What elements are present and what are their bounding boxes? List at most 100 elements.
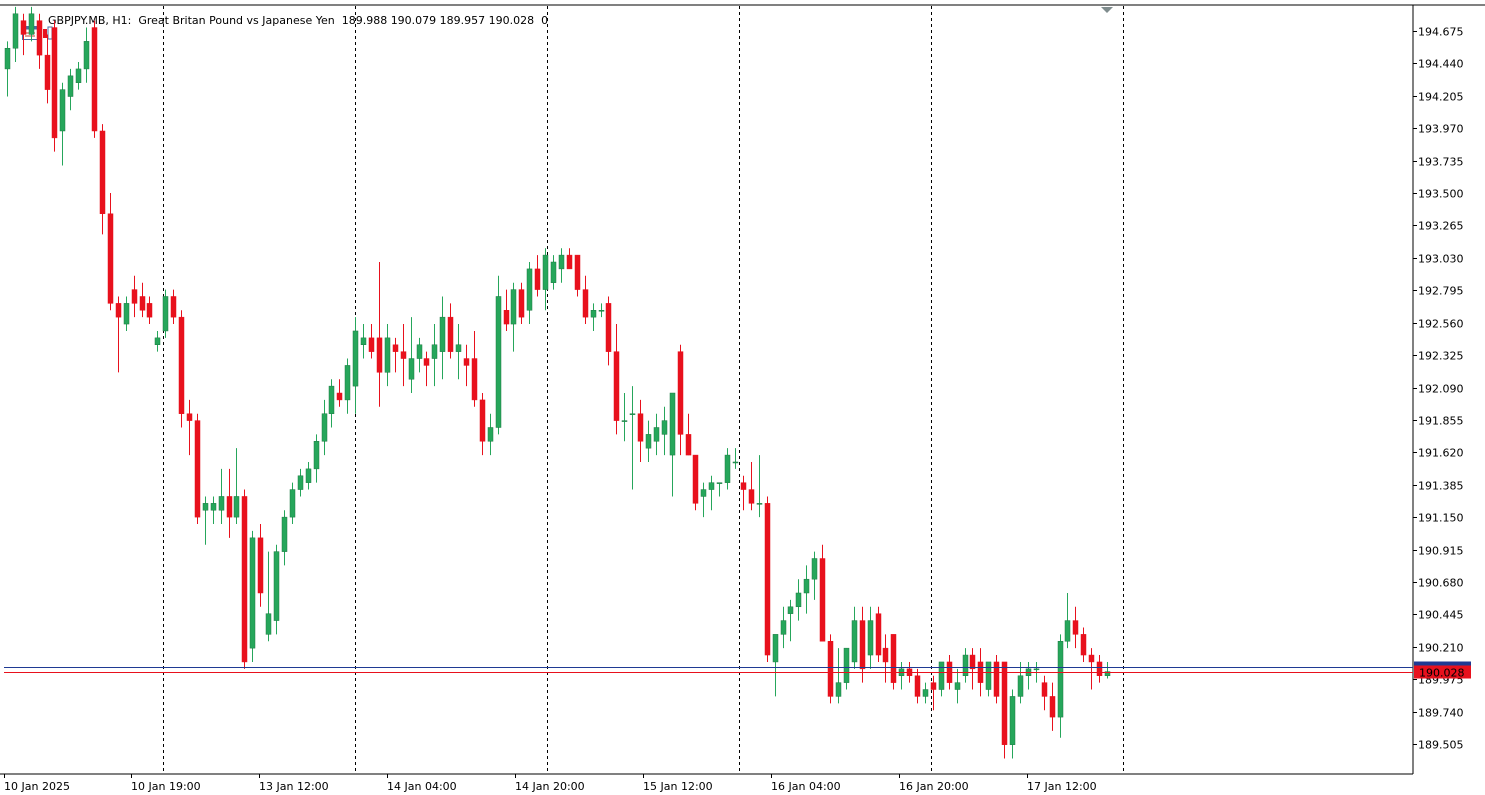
price-tick-label: 193.500 [1418, 188, 1464, 201]
shift-marker[interactable] [1101, 7, 1113, 13]
bear-candle-body [534, 268, 541, 290]
bear-candle-body [146, 303, 153, 318]
bear-candle-body [447, 316, 454, 352]
bear-candle-body [1072, 620, 1079, 635]
bull-candle-body [780, 620, 787, 635]
bull-candle-body [1104, 671, 1111, 676]
bear-candle-body [819, 558, 826, 642]
price-tick-label: 190.680 [1418, 577, 1464, 590]
bear-candle-body [1088, 654, 1095, 663]
bear-candle-body [827, 641, 834, 697]
bear-candle-body [740, 482, 747, 490]
bull-candle-body [154, 337, 161, 345]
bear-candle-body [51, 27, 58, 139]
price-tick-label: 194.675 [1418, 26, 1464, 39]
bear-candle-body [471, 358, 478, 401]
candlestick-series [4, 6, 1111, 759]
bear-candle-body [582, 289, 589, 318]
instrument-description: Great Britan Pound vs Japanese Yen [138, 13, 335, 27]
bear-candle-body [1096, 661, 1103, 676]
bull-candle-body [12, 13, 19, 49]
time-axis[interactable]: 10 Jan 2025 10 Jan 19:00 13 Jan 12:00 14 Ja… [4, 774, 1097, 793]
time-tick-label: 16 Jan 20:00 [899, 780, 969, 793]
bear-candle-body [613, 351, 620, 421]
bear-candle-body [257, 537, 264, 594]
timeframe-label: H1: [112, 13, 132, 27]
bull-candle-body [162, 296, 169, 332]
bull-candle-body [803, 578, 810, 594]
bull-candle-body [328, 385, 335, 414]
price-tick-label: 192.560 [1418, 318, 1464, 331]
price-tick-label: 194.205 [1418, 91, 1464, 104]
bull-candle-body [289, 489, 296, 518]
bull-candle-body [835, 682, 842, 697]
bull-candle-body [700, 489, 707, 497]
bull-candle-body [439, 316, 446, 352]
bull-candle-body [716, 482, 723, 484]
bull-candle-body [313, 441, 320, 470]
price-tick-label: 191.385 [1418, 480, 1464, 493]
bull-candle-body [1064, 620, 1071, 642]
bull-candle-body [281, 516, 288, 552]
bull-candle-body [1017, 675, 1024, 697]
bull-candle-body [708, 482, 715, 490]
bear-candle-body [115, 303, 122, 318]
bull-candle-body [510, 289, 517, 325]
bull-candle-body [59, 89, 66, 132]
bull-candle-body [1057, 641, 1064, 718]
bear-candle-body [764, 503, 771, 656]
price-axis[interactable]: 194.675 194.440 194.205 193.970 193.735 193.5… [1413, 26, 1471, 752]
bull-candle-body [249, 537, 256, 649]
bull-candle-body [265, 613, 272, 635]
bull-candle-body [867, 620, 874, 656]
bear-candle-body [1080, 634, 1087, 656]
bull-candle-body [795, 592, 802, 608]
time-tick-label: 14 Jan 04:00 [387, 780, 457, 793]
bull-candle-body [487, 427, 494, 442]
period-separators [163, 6, 1124, 774]
price-tick-label: 193.265 [1418, 220, 1464, 233]
bull-candle-body [645, 434, 652, 449]
bull-candle-body [851, 620, 858, 663]
bear-candle-body [336, 392, 343, 401]
bull-candle-body [455, 344, 462, 352]
bear-candle-body [859, 620, 866, 670]
header-extra: 0 [541, 13, 549, 27]
bear-candle-body [463, 358, 470, 366]
bear-candle-body [605, 303, 612, 352]
bull-candle-body [756, 503, 763, 505]
bear-candle-body [637, 413, 644, 442]
bear-candle-body [368, 337, 375, 352]
price-tick-label: 191.620 [1418, 447, 1464, 460]
bull-candle-body [352, 330, 359, 387]
symbol-label: GBPJPY.MB [48, 13, 106, 27]
bull-candle-body [661, 420, 668, 435]
price-tick-label: 192.090 [1418, 383, 1464, 396]
time-tick-label: 13 Jan 12:00 [259, 780, 329, 793]
bear-candle-body [518, 289, 525, 318]
bear-candle-body [566, 254, 573, 270]
bull-candle-body [629, 413, 636, 415]
bear-candle-body [241, 496, 248, 663]
bull-candle-body [1009, 696, 1016, 745]
bull-candle-body [67, 75, 74, 97]
bear-candle-body [36, 20, 43, 56]
bear-candle-body [170, 296, 177, 318]
bear-candle-body [875, 613, 882, 656]
bull-candle-body [811, 558, 818, 580]
bear-candle-body [107, 213, 114, 304]
bull-candle-body [787, 606, 794, 614]
bull-candle-body [1033, 668, 1040, 671]
time-tick-label: 15 Jan 12:00 [643, 780, 713, 793]
bear-candle-body [969, 654, 976, 670]
bull-candle-body [669, 392, 676, 456]
bear-candle-body [914, 675, 921, 697]
bull-candle-body [408, 358, 415, 380]
bear-candle-body [423, 358, 430, 366]
bull-candle-body [542, 254, 549, 290]
bear-candle-body [131, 289, 138, 304]
bear-candle-body [479, 399, 486, 442]
bull-candle-body [954, 682, 961, 690]
bear-candle-body [139, 296, 146, 311]
